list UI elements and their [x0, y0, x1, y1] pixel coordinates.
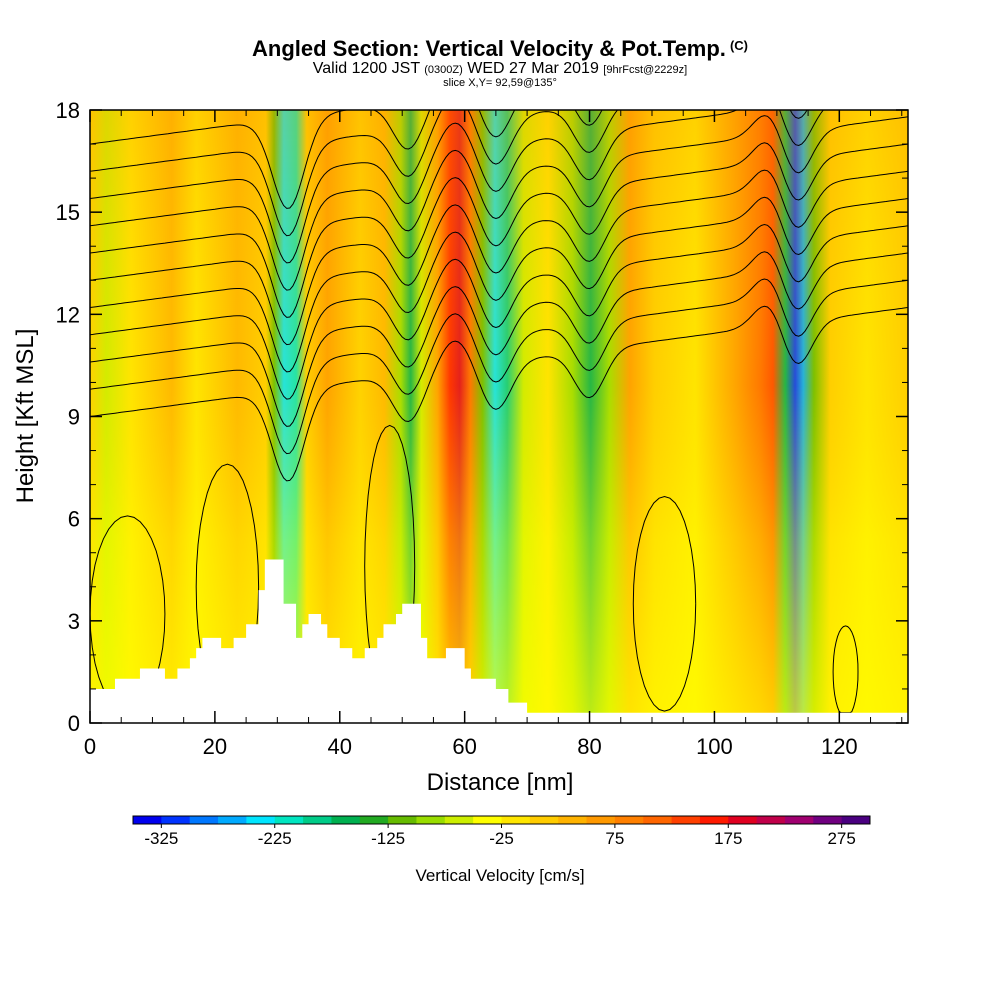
colorbar-tick-label: -225 [258, 829, 292, 848]
theta-contour-line [90, 110, 603, 209]
theta-contour-line [90, 223, 908, 400]
colorbar-swatch [813, 816, 843, 824]
colorbar-swatch [501, 816, 531, 824]
colorbar-title: Vertical Velocity [cm/s] [415, 866, 584, 885]
colorbar-swatch [841, 816, 871, 824]
colorbar-swatch [331, 816, 361, 824]
y-tick-label: 3 [68, 609, 80, 634]
x-tick-label: 20 [203, 734, 227, 759]
x-axis-title: Distance [nm] [427, 769, 574, 796]
colorbar-swatch [274, 816, 304, 824]
colorbar-swatch [643, 816, 673, 824]
theta-contour-line [90, 142, 908, 318]
y-tick-label: 6 [68, 507, 80, 532]
y-axis: 0 3 6 9 12 15 18 [56, 98, 908, 736]
colorbar-swatch [246, 816, 276, 824]
colorbar-swatch [161, 816, 191, 824]
colorbar-swatch [586, 816, 616, 824]
colorbar [132, 815, 871, 825]
colorbar-swatch [133, 816, 162, 824]
theta-contour-line [90, 169, 908, 346]
theta-contour-line [832, 625, 859, 714]
colorbar-swatch [614, 816, 644, 824]
colorbar-swatch [671, 816, 701, 824]
y-tick-label: 18 [56, 98, 80, 123]
colorbar-swatch [388, 816, 417, 824]
theta-contour-line [90, 115, 908, 291]
x-axis: 0 20 40 60 80 100 120 [84, 110, 903, 759]
y-tick-label: 12 [56, 302, 80, 327]
colorbar-tick-label: 75 [605, 829, 624, 848]
x-tick-label: 40 [328, 734, 352, 759]
colorbar-tick-label: -125 [371, 829, 405, 848]
colorbar-swatch [303, 816, 332, 824]
theta-contour-line [90, 305, 908, 482]
theta-contours [90, 110, 908, 714]
colorbar-swatch [784, 816, 814, 824]
chart-subtitle: Valid 1200 JST (0300Z) WED 27 Mar 2019 [… [312, 60, 688, 77]
lower-fade [90, 110, 908, 723]
colorbar-swatch [728, 816, 758, 824]
theta-contour-line [90, 110, 808, 237]
x-tick-label: 0 [84, 734, 96, 759]
colorbar-swatch [529, 816, 559, 824]
colorbar-swatch [218, 816, 247, 824]
colorbar-swatch [699, 816, 729, 824]
colorbar-swatch [473, 816, 502, 824]
colorbar-tick-label: -25 [489, 829, 514, 848]
theta-contour-line [90, 196, 908, 373]
colorbar-tick-label: 275 [827, 829, 855, 848]
y-axis-title: Height [Kft MSL] [12, 329, 39, 504]
x-tick-label: 60 [452, 734, 476, 759]
x-tick-label: 120 [821, 734, 858, 759]
y-tick-label: 0 [68, 711, 80, 736]
theta-contour-line [90, 251, 908, 427]
colorbar-ticks: -325 -225 -125 -25 75 175 275 [144, 824, 856, 848]
theta-contour-line [90, 278, 908, 455]
theta-contour-line [90, 110, 824, 264]
colorbar-swatch [558, 816, 588, 824]
x-tick-label: 80 [577, 734, 601, 759]
field-layer [90, 110, 908, 723]
title-mark: (C) [729, 38, 748, 53]
slice-info: slice X,Y= 92,59@135° [443, 77, 557, 89]
colorbar-swatch [359, 816, 389, 824]
colorbar-swatch [756, 816, 786, 824]
colorbar-tick-label: 175 [714, 829, 742, 848]
colorbar-swatch [444, 816, 474, 824]
colorbar-swatch [416, 816, 446, 824]
colorbar-swatch [189, 816, 219, 824]
theta-contour-line [632, 495, 697, 712]
terrain [90, 559, 908, 723]
colorbar-tick-label: -325 [144, 829, 178, 848]
x-tick-label: 100 [696, 734, 733, 759]
y-tick-label: 15 [56, 200, 80, 225]
y-tick-label: 9 [68, 405, 80, 430]
chart-title: Angled Section: Vertical Velocity & Pot.… [252, 36, 748, 61]
